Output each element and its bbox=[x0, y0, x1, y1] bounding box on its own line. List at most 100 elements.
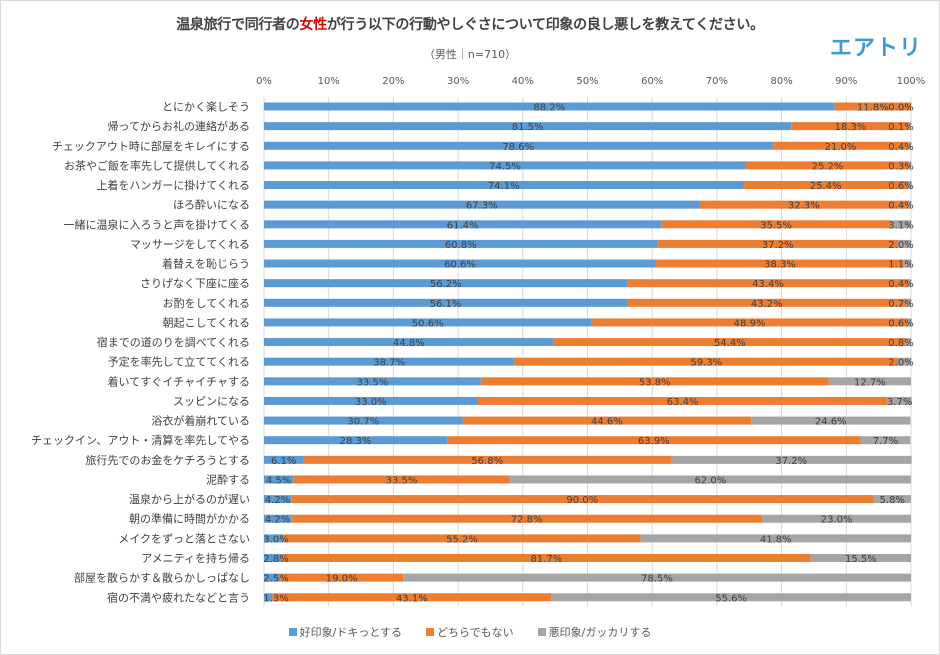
data-label: 0.1% bbox=[888, 122, 913, 133]
bar-segment-neutral bbox=[272, 593, 552, 602]
data-label: 3.7% bbox=[887, 397, 912, 408]
bar-segment-positive bbox=[264, 396, 478, 405]
bar-segment-neutral bbox=[280, 573, 404, 582]
bar-segment-negative bbox=[810, 553, 911, 562]
x-axis-ticks: 0% 10% 20% 30% 40% 50% 60% 70% 80% 90% 100% bbox=[256, 76, 925, 87]
data-label: 78.6% bbox=[502, 142, 534, 153]
bar-segment-neutral bbox=[772, 141, 909, 150]
category-label: 浴衣が着崩れている bbox=[151, 414, 250, 428]
bar-segment-positive bbox=[264, 141, 773, 150]
bar-segment-positive bbox=[264, 279, 628, 288]
bar-segment-negative bbox=[403, 573, 911, 582]
category-label: 宿の不満や疲れたなどと言う bbox=[107, 590, 250, 604]
legend-item: どちらでもない bbox=[426, 624, 514, 640]
bar-segment-negative bbox=[909, 161, 911, 170]
bar-segment-positive bbox=[264, 553, 283, 562]
category-label: 宿までの道のりを調べてくれる bbox=[97, 335, 250, 349]
category-label: チェックイン、アウト・清算を率先してやる bbox=[31, 433, 250, 447]
bar-segment-positive bbox=[264, 416, 463, 425]
data-label: 0.4% bbox=[888, 279, 913, 290]
bar-segment-neutral bbox=[303, 455, 671, 464]
category-label: 温泉から上がるのが遅い bbox=[129, 492, 250, 506]
data-label: 74.1% bbox=[488, 181, 520, 192]
bar-segment-positive bbox=[264, 593, 273, 602]
data-label: 78.5% bbox=[641, 574, 673, 585]
category-label: メイクをずっと落とさない bbox=[118, 532, 250, 545]
x-tick-label: 30% bbox=[447, 76, 469, 87]
data-label: 90.0% bbox=[566, 495, 598, 506]
data-label: 38.7% bbox=[373, 358, 405, 369]
data-label: 0.4% bbox=[888, 201, 913, 212]
category-label: 部屋を散らかす＆散らかしっぱなし bbox=[74, 571, 250, 585]
bar-segment-positive bbox=[264, 259, 657, 268]
data-label: 1.1% bbox=[888, 260, 913, 271]
bar-segment-positive bbox=[264, 514, 292, 523]
category-label: マッサージをしてくれる bbox=[130, 238, 250, 251]
data-label: 33.5% bbox=[386, 475, 418, 486]
data-label: 0.3% bbox=[888, 161, 913, 172]
bar-segment-positive bbox=[264, 200, 700, 209]
bar-segment-positive bbox=[264, 338, 554, 347]
bar-segment-negative bbox=[906, 298, 911, 307]
data-label: 81.7% bbox=[531, 554, 563, 565]
category-label: 朝起こしてくれる bbox=[163, 316, 250, 329]
bar-segment-positive bbox=[264, 573, 281, 582]
bar-segment-positive bbox=[264, 475, 294, 484]
title-prefix: 温泉旅行で同行者の bbox=[176, 17, 300, 33]
category-label: 上着をハンガーに掛けてくれる bbox=[96, 178, 250, 192]
data-label: 0.8% bbox=[888, 338, 913, 349]
data-label: 25.2% bbox=[812, 161, 844, 172]
data-label: 37.2% bbox=[775, 456, 807, 467]
data-label: 4.5% bbox=[266, 475, 291, 486]
x-tick-label: 40% bbox=[512, 76, 534, 87]
data-label: 56.2% bbox=[430, 279, 462, 290]
x-tick-label: 100% bbox=[897, 76, 926, 87]
gridlines bbox=[263, 97, 912, 606]
category-label: さりげなく下座に座る bbox=[140, 276, 250, 290]
bar-segment-neutral bbox=[293, 475, 510, 484]
bar-segment-neutral bbox=[834, 102, 911, 111]
legend-label: 悪印象/ガッカリする bbox=[548, 626, 652, 639]
data-label: 56.8% bbox=[471, 456, 503, 467]
data-label: 3.1% bbox=[888, 220, 913, 231]
data-label: 11.8% bbox=[857, 103, 889, 114]
bar-segment-positive bbox=[264, 357, 515, 366]
brand-logo: エアトリ bbox=[830, 36, 923, 61]
bar-segment-negative bbox=[640, 534, 911, 543]
category-label: お酌をしてくれる bbox=[163, 297, 250, 310]
bar-segment-neutral bbox=[626, 298, 907, 307]
bar-segment-negative bbox=[903, 259, 911, 268]
data-label: 19.0% bbox=[326, 574, 358, 585]
bar-segment-positive bbox=[264, 318, 592, 327]
data-label: 88.2% bbox=[533, 103, 565, 114]
data-label: 0.6% bbox=[888, 318, 913, 329]
category-label: 帰ってからお礼の連絡がある bbox=[108, 119, 250, 133]
data-label: 5.8% bbox=[880, 495, 905, 506]
x-tick-label: 50% bbox=[576, 76, 598, 87]
data-label: 43.4% bbox=[752, 279, 784, 290]
legend-label: 好印象/ドキっとする bbox=[299, 626, 402, 639]
x-tick-label: 0% bbox=[256, 76, 272, 87]
bar-segment-neutral bbox=[746, 161, 910, 170]
bar-segment-negative bbox=[873, 495, 911, 504]
category-label: 泥酔する bbox=[206, 472, 250, 486]
data-label: 56.1% bbox=[430, 299, 462, 310]
bar-segment-negative bbox=[509, 475, 911, 484]
data-label: 81.5% bbox=[512, 122, 544, 133]
bar-segment-negative bbox=[762, 514, 911, 523]
bar-segment-negative bbox=[860, 436, 911, 445]
data-label: 23.0% bbox=[821, 515, 853, 526]
legend: 好印象/ドキっとする どちらでもない 悪印象/ガッカリする bbox=[0, 624, 940, 640]
data-label: 0.0% bbox=[888, 103, 913, 114]
category-label: 予定を率先して立ててくれる bbox=[108, 355, 250, 369]
bar-segment-negative bbox=[898, 239, 911, 248]
bar-segment-neutral bbox=[480, 377, 829, 386]
data-label: 63.9% bbox=[638, 436, 670, 447]
data-label: 0.7% bbox=[888, 299, 913, 310]
bar-segment-negative bbox=[670, 455, 912, 464]
data-label: 15.5% bbox=[845, 554, 877, 565]
bar-segment-neutral bbox=[791, 122, 910, 131]
bar-segment-negative bbox=[551, 593, 911, 602]
category-label: お茶やご飯を率先して提供してくれる bbox=[64, 158, 250, 172]
bar-segment-negative bbox=[907, 181, 912, 190]
